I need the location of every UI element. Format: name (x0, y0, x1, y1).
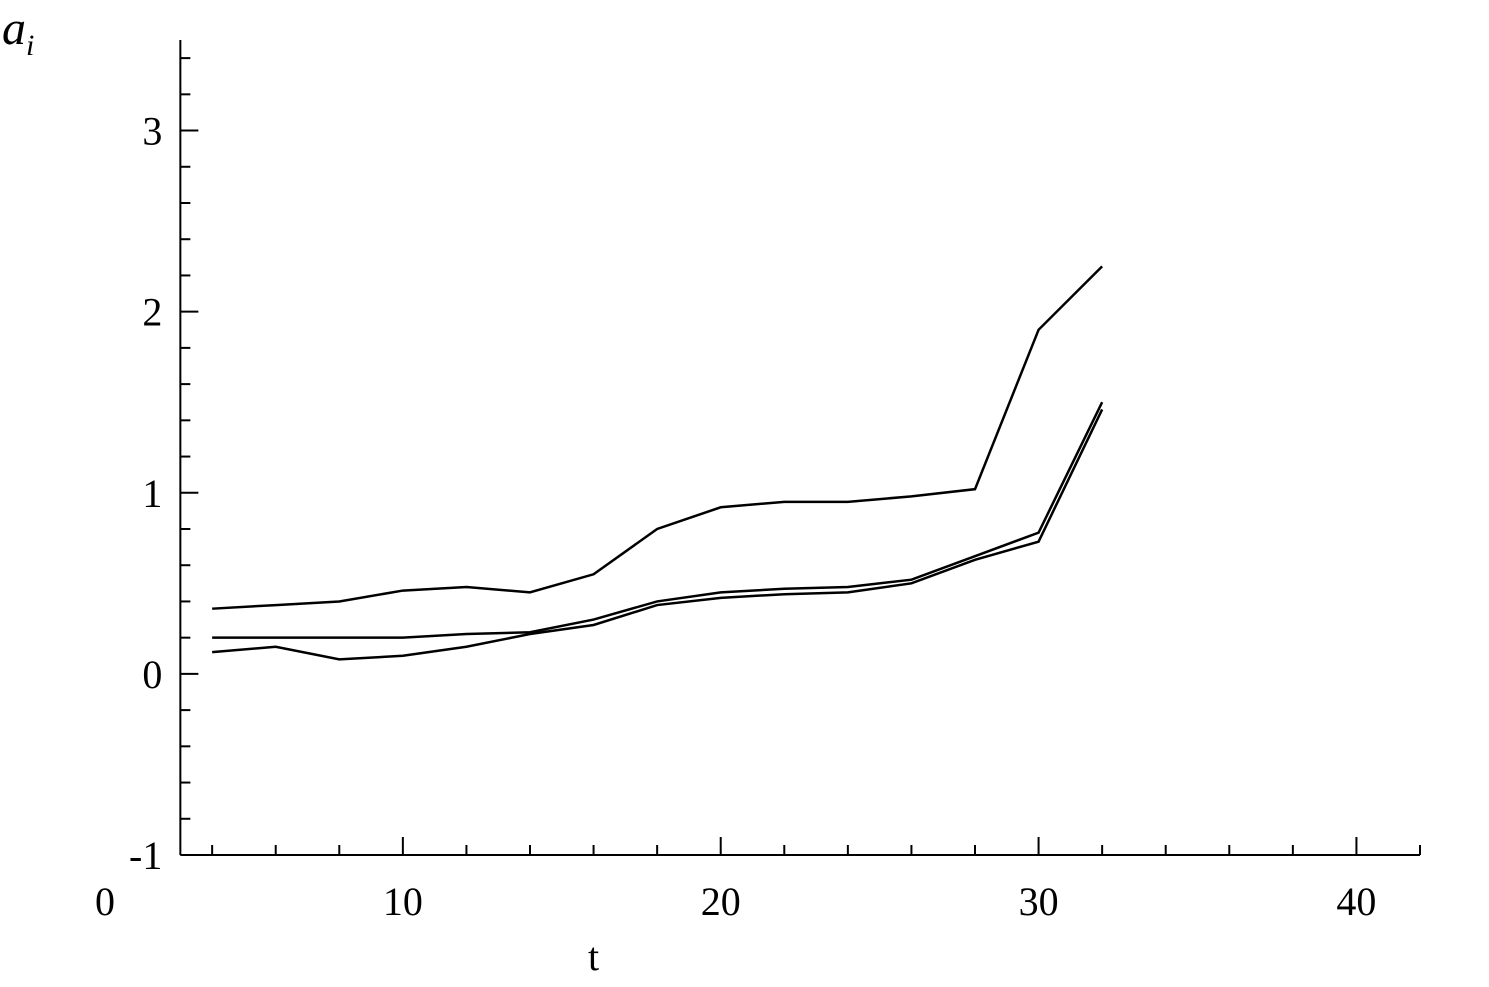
y-tick-label: -1 (129, 833, 162, 878)
series-lower (212, 409, 1102, 659)
y-tick-label: 2 (142, 290, 162, 335)
x-axis-label: t (588, 934, 599, 979)
x-tick-label: 40 (1336, 879, 1376, 924)
y-tick-label: 3 (142, 109, 162, 154)
y-axis-label: ai (2, 2, 34, 62)
y-tick-label: 1 (142, 471, 162, 516)
x-tick-label: 20 (701, 879, 741, 924)
x-tick-label: 30 (1019, 879, 1059, 924)
series-middle (212, 402, 1102, 637)
x-tick-label: 10 (383, 879, 423, 924)
line-chart: 0 10 20 30 40 -1 0 1 2 3 t ai (0, 0, 1489, 987)
y-tick-label: 0 (142, 652, 162, 697)
x-tick-label: 0 (95, 879, 115, 924)
chart-svg: 0 10 20 30 40 -1 0 1 2 3 t ai (0, 0, 1489, 987)
